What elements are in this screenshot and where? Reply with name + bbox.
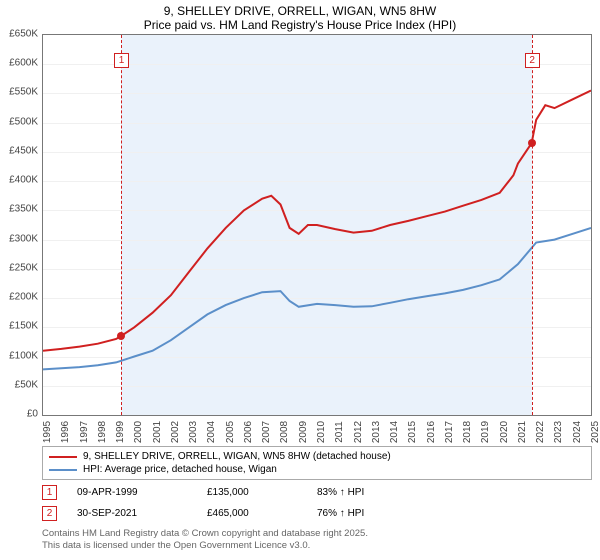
attribution-line-2: This data is licensed under the Open Gov… (42, 540, 592, 552)
x-tick-label: 2019 (480, 421, 491, 443)
legend: 9, SHELLEY DRIVE, ORRELL, WIGAN, WN5 8HW… (42, 446, 592, 480)
x-tick-label: 2005 (225, 421, 236, 443)
y-tick-label: £600K (9, 58, 38, 69)
x-tick-label: 2007 (261, 421, 272, 443)
x-tick-label: 2015 (407, 421, 418, 443)
sale-marker-number: 1 (42, 485, 57, 500)
legend-label: 9, SHELLEY DRIVE, ORRELL, WIGAN, WN5 8HW… (83, 451, 391, 462)
legend-swatch (49, 456, 77, 458)
marker-line-1 (121, 35, 122, 415)
y-tick-label: £650K (9, 29, 38, 40)
x-tick-label: 1995 (42, 421, 53, 443)
y-tick-label: £400K (9, 175, 38, 186)
x-tick-label: 1999 (115, 421, 126, 443)
legend-label: HPI: Average price, detached house, Wiga… (83, 464, 277, 475)
marker-label-1: 1 (114, 53, 129, 68)
legend-row: 9, SHELLEY DRIVE, ORRELL, WIGAN, WN5 8HW… (49, 450, 585, 463)
x-tick-label: 2009 (298, 421, 309, 443)
attribution-line-1: Contains HM Land Registry data © Crown c… (42, 528, 592, 540)
x-tick-label: 2021 (517, 421, 528, 443)
sale-price: £465,000 (207, 508, 297, 519)
sale-date: 30-SEP-2021 (77, 508, 187, 519)
y-tick-label: £250K (9, 262, 38, 273)
sale-row: 1 09-APR-1999 £135,000 83% ↑ HPI (42, 482, 592, 503)
x-tick-label: 2010 (316, 421, 327, 443)
y-tick-label: £0 (27, 409, 38, 420)
sale-hpi-delta: 83% ↑ HPI (317, 487, 364, 498)
x-tick-label: 2012 (353, 421, 364, 443)
y-tick-label: £300K (9, 233, 38, 244)
x-tick-label: 2023 (553, 421, 564, 443)
x-tick-label: 2003 (188, 421, 199, 443)
marker-line-2 (532, 35, 533, 415)
x-tick-label: 2008 (279, 421, 290, 443)
y-tick-label: £50K (15, 379, 38, 390)
x-tick-label: 2017 (444, 421, 455, 443)
sale-date: 09-APR-1999 (77, 487, 187, 498)
y-tick-label: £100K (9, 350, 38, 361)
x-tick-label: 1998 (97, 421, 108, 443)
series-price_paid (43, 91, 591, 351)
x-tick-label: 2014 (389, 421, 400, 443)
y-tick-label: £550K (9, 87, 38, 98)
marker-dot-2 (528, 139, 536, 147)
sale-marker-number: 2 (42, 506, 57, 521)
chart-plot-area: 12 (42, 34, 592, 416)
sales-table: 1 09-APR-1999 £135,000 83% ↑ HPI 2 30-SEP-202… (42, 482, 592, 524)
y-tick-label: £500K (9, 116, 38, 127)
y-tick-label: £150K (9, 321, 38, 332)
x-tick-label: 2002 (170, 421, 181, 443)
x-tick-label: 2006 (243, 421, 254, 443)
x-tick-label: 2025 (590, 421, 600, 443)
x-tick-label: 2024 (572, 421, 583, 443)
x-tick-label: 2018 (462, 421, 473, 443)
x-tick-label: 1997 (79, 421, 90, 443)
y-tick-label: £200K (9, 292, 38, 303)
x-tick-label: 2011 (334, 421, 345, 443)
x-tick-label: 2022 (535, 421, 546, 443)
chart-title: 9, SHELLEY DRIVE, ORRELL, WIGAN, WN5 8HW… (0, 0, 600, 34)
series-hpi (43, 228, 591, 370)
sale-row: 2 30-SEP-2021 £465,000 76% ↑ HPI (42, 503, 592, 524)
x-tick-label: 2001 (152, 421, 163, 443)
x-tick-label: 2013 (371, 421, 382, 443)
y-tick-label: £450K (9, 145, 38, 156)
y-tick-label: £350K (9, 204, 38, 215)
x-tick-label: 2004 (206, 421, 217, 443)
x-axis: 1995 1996 1997 1998 1999 2000 2001 2002 2003 2004… (42, 416, 592, 444)
title-subtitle: Price paid vs. HM Land Registry's House … (0, 18, 600, 32)
chart-lines (43, 35, 591, 415)
title-address: 9, SHELLEY DRIVE, ORRELL, WIGAN, WN5 8HW (0, 4, 600, 18)
x-tick-label: 1996 (60, 421, 71, 443)
sale-price: £135,000 (207, 487, 297, 498)
marker-dot-1 (117, 332, 125, 340)
x-tick-label: 2020 (499, 421, 510, 443)
marker-label-2: 2 (525, 53, 540, 68)
legend-swatch (49, 469, 77, 471)
legend-row: HPI: Average price, detached house, Wiga… (49, 463, 585, 476)
x-tick-label: 2016 (426, 421, 437, 443)
sale-hpi-delta: 76% ↑ HPI (317, 508, 364, 519)
y-axis: £0£50K£100K£150K£200K£250K£300K£350K£400… (0, 34, 42, 414)
x-tick-label: 2000 (133, 421, 144, 443)
attribution: Contains HM Land Registry data © Crown c… (42, 528, 592, 552)
